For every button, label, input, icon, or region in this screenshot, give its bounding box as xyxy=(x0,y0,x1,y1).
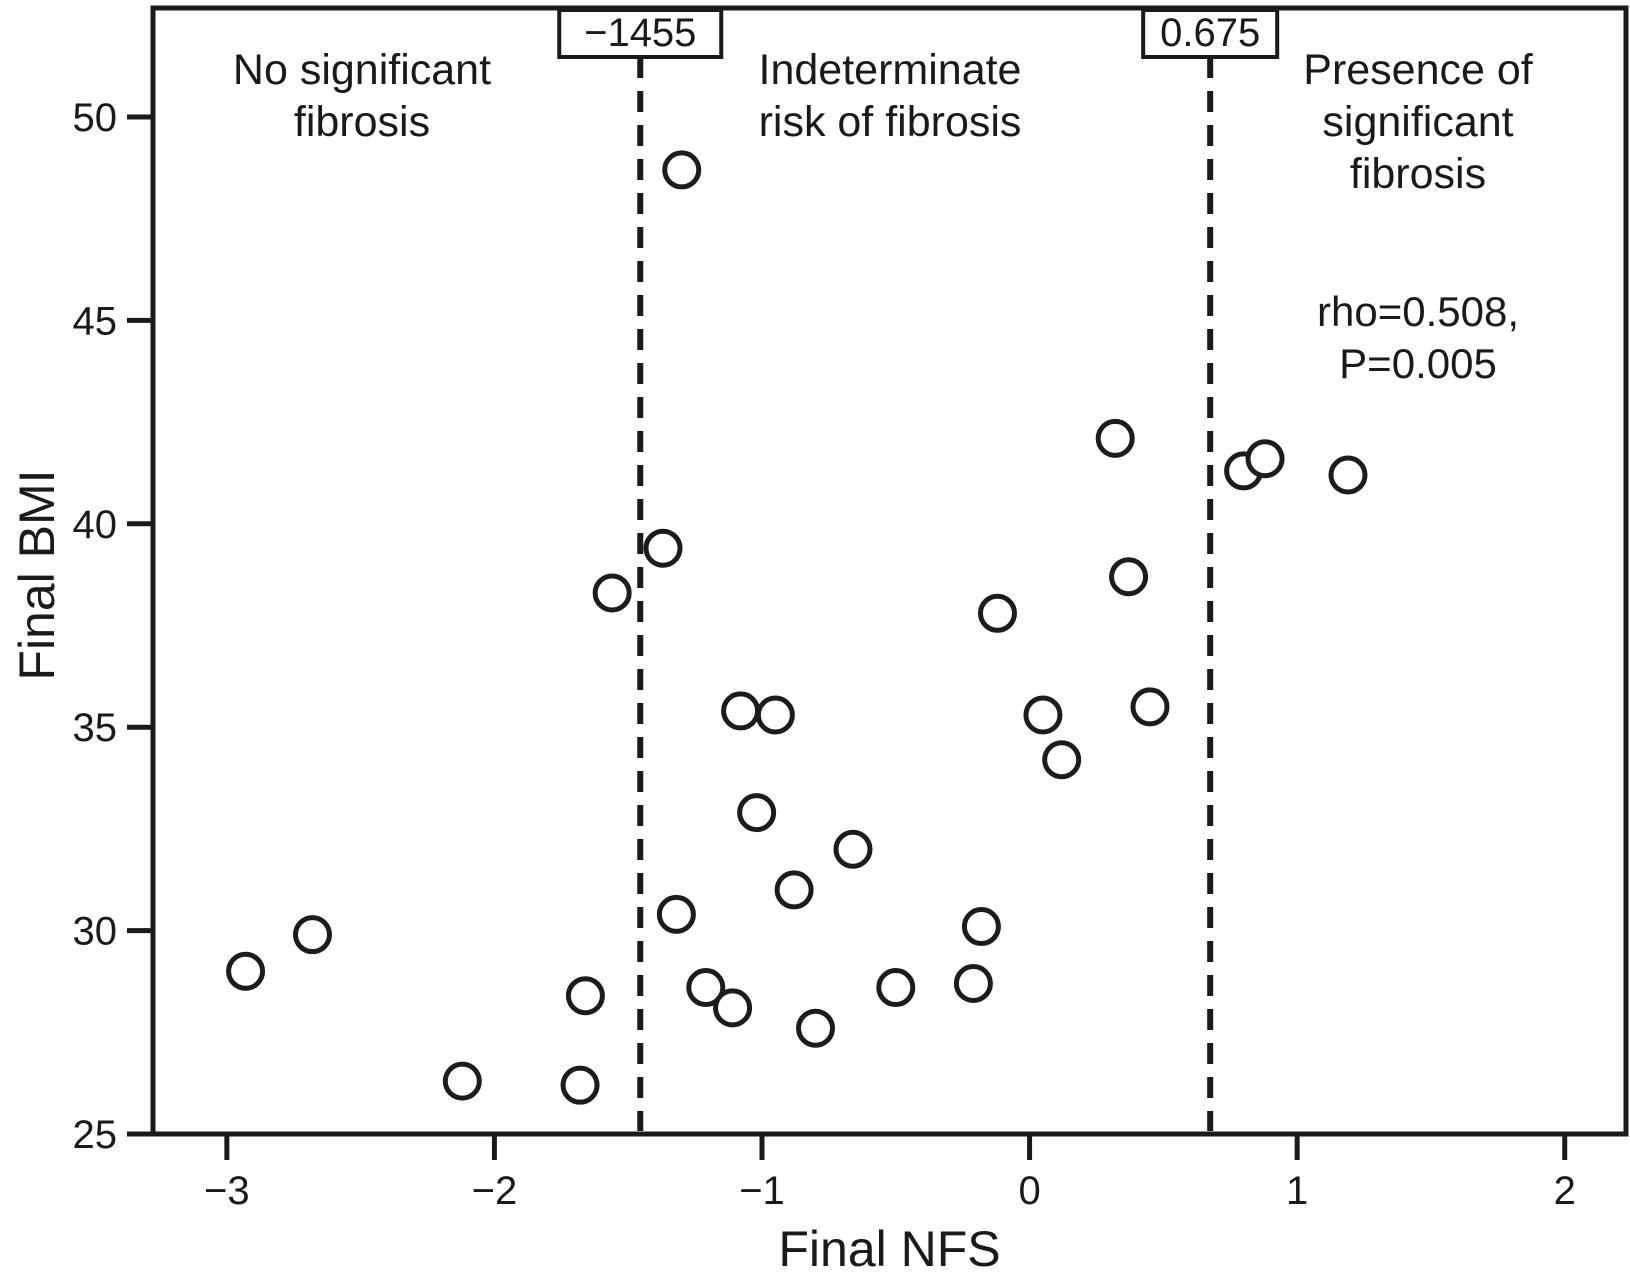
annotation-line: rho=0.508, xyxy=(1316,288,1519,335)
x-axis-title: Final NFS xyxy=(778,1221,1001,1277)
threshold-box-right-rect xyxy=(1141,8,1280,59)
y-tick-label: 50 xyxy=(73,96,118,140)
region-label-presence-of-fibrosis: Presence of significant fibrosis xyxy=(1208,44,1628,200)
y-axis-title: Final BMI xyxy=(9,469,65,681)
data-point xyxy=(737,793,777,833)
data-point xyxy=(713,988,753,1028)
data-point xyxy=(833,829,873,869)
data-point xyxy=(592,573,632,613)
data-point xyxy=(292,915,332,955)
threshold-box-left: −1455 xyxy=(557,8,724,59)
data-point xyxy=(1042,740,1082,780)
x-tick-label: −1 xyxy=(739,1169,785,1213)
x-tick-label: 0 xyxy=(1018,1169,1040,1213)
data-point xyxy=(560,1065,600,1105)
annotation-line: P=0.005 xyxy=(1339,340,1497,387)
region-label-line: Presence of xyxy=(1303,46,1533,94)
data-point xyxy=(643,528,683,568)
data-point xyxy=(226,951,266,991)
region-label-indeterminate-risk: Indeterminate risk of fibrosis xyxy=(640,44,1140,148)
region-label-line: fibrosis xyxy=(1349,150,1487,198)
region-label-line: risk of fibrosis xyxy=(758,98,1022,146)
data-point xyxy=(442,1061,482,1101)
data-point xyxy=(1130,687,1170,727)
threshold-box-left-label: −1455 xyxy=(584,11,696,55)
threshold-box-right-label: 0.675 xyxy=(1160,11,1260,55)
x-tick-label: 2 xyxy=(1554,1169,1576,1213)
correlation-annotation: rho=0.508, P=0.005 xyxy=(1208,286,1628,390)
data-point xyxy=(977,593,1017,633)
data-point xyxy=(1023,695,1063,735)
threshold-lines xyxy=(637,57,1214,1131)
data-point xyxy=(662,150,702,190)
data-point xyxy=(1245,439,1285,479)
region-label-line: No significant xyxy=(232,46,492,94)
data-point xyxy=(721,691,761,731)
data-point xyxy=(953,963,993,1003)
data-point xyxy=(774,870,814,910)
y-tick-label: 40 xyxy=(73,503,118,547)
x-tick-label: 1 xyxy=(1286,1169,1308,1213)
data-point xyxy=(686,968,726,1008)
data-point xyxy=(961,907,1001,947)
data-point xyxy=(796,1008,836,1048)
threshold-box-left-rect xyxy=(557,8,724,59)
data-point xyxy=(755,695,795,735)
data-point xyxy=(565,976,605,1016)
y-tick-label: 25 xyxy=(73,1113,118,1157)
y-tick-label: 35 xyxy=(73,706,118,750)
x-tick-label: −3 xyxy=(204,1169,250,1213)
plot-frame xyxy=(150,5,1629,1137)
region-label-line: Indeterminate xyxy=(758,46,1022,94)
x-tick-label: −2 xyxy=(472,1169,518,1213)
y-tick-label: 30 xyxy=(73,910,118,954)
data-points xyxy=(226,150,1368,1105)
data-point xyxy=(1328,455,1368,495)
region-label-line: fibrosis xyxy=(293,98,431,146)
region-label-line: significant xyxy=(1322,98,1514,146)
region-label-no-significant-fibrosis: No significant fibrosis xyxy=(142,44,582,148)
data-point xyxy=(1109,557,1149,597)
data-point xyxy=(876,968,916,1008)
data-point xyxy=(1095,418,1135,458)
threshold-box-right: 0.675 xyxy=(1141,8,1280,59)
data-point xyxy=(656,894,696,934)
axis-ticks: −3 −2 −1 0 1 2 25 30 35 40 45 50 xyxy=(73,96,1576,1213)
y-tick-label: 45 xyxy=(73,299,118,343)
